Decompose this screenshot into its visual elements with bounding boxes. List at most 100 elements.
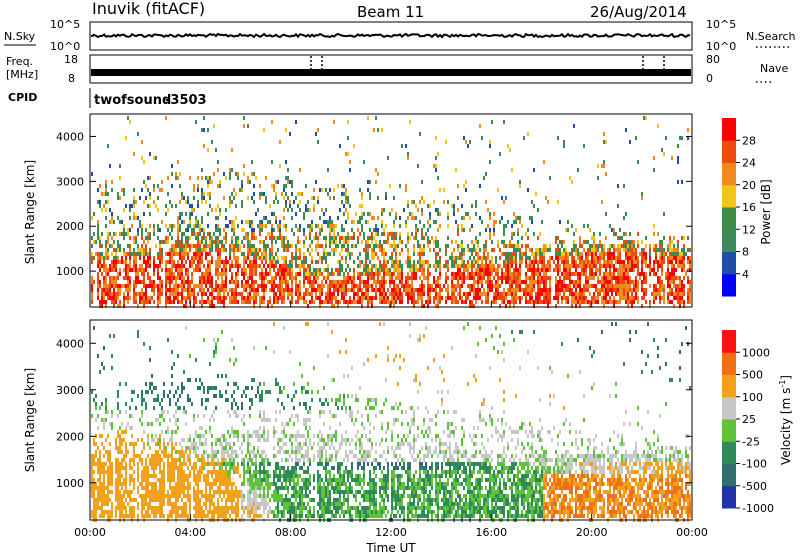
heatmap-cell [219, 296, 221, 300]
heatmap-cell [97, 478, 99, 482]
heatmap-cell [147, 252, 149, 256]
heatmap-cell [93, 454, 95, 458]
heatmap-cell [411, 216, 413, 220]
heatmap-cell [203, 244, 205, 248]
heatmap-cell [509, 280, 511, 284]
heatmap-cell [481, 292, 483, 296]
heatmap-cell [97, 446, 99, 450]
heatmap-cell [181, 390, 183, 394]
heatmap-cell [233, 252, 235, 256]
heatmap-cell [281, 276, 283, 280]
heatmap-cell [179, 482, 181, 486]
heatmap-cell [341, 284, 343, 288]
heatmap-cell [575, 264, 577, 268]
heatmap-cell [373, 296, 375, 300]
heatmap-cell [607, 256, 609, 260]
heatmap-cell [147, 514, 149, 518]
heatmap-cell [633, 268, 635, 272]
heatmap-cell [281, 268, 283, 272]
freq-left-tick-top: 18 [64, 53, 78, 66]
heatmap-cell [615, 256, 617, 260]
heatmap-cell [175, 422, 177, 426]
heatmap-cell [635, 276, 637, 280]
heatmap-cell [507, 244, 509, 248]
heatmap-cell [195, 296, 197, 300]
heatmap-cell [397, 260, 399, 264]
heatmap-cell [337, 292, 339, 296]
heatmap-cell [171, 466, 173, 470]
heatmap-cell [457, 196, 459, 200]
heatmap-cell [605, 292, 607, 296]
heatmap-cell [495, 296, 497, 300]
heatmap-cell [275, 272, 277, 276]
heatmap-cell [171, 236, 173, 240]
heatmap-cell [481, 280, 483, 284]
heatmap-cell [201, 220, 203, 224]
heatmap-cell [165, 264, 167, 268]
heatmap-cell [277, 260, 279, 264]
heatmap-cell [157, 506, 159, 510]
heatmap-cell [123, 252, 125, 256]
heatmap-cell [631, 296, 633, 300]
heatmap-cell [507, 252, 509, 256]
heatmap-cell [131, 506, 133, 510]
heatmap-cell [661, 260, 663, 264]
heatmap-cell [163, 470, 165, 474]
heatmap-cell [561, 272, 563, 276]
heatmap-cell [583, 296, 585, 300]
heatmap-cell [163, 450, 165, 454]
heatmap-cell [255, 268, 257, 272]
heatmap-cell [611, 252, 613, 256]
heatmap-cell [91, 244, 93, 248]
heatmap-cell [497, 280, 499, 284]
heatmap-cell [245, 300, 247, 304]
heatmap-cell [175, 204, 177, 208]
heatmap-cell [121, 482, 123, 486]
heatmap-cell [675, 276, 677, 280]
heatmap-cell [679, 284, 681, 288]
heatmap-cell [117, 196, 119, 200]
heatmap-cell [531, 220, 533, 224]
heatmap-cell [107, 490, 109, 494]
heatmap-cell [259, 284, 261, 288]
heatmap-cell [463, 228, 465, 232]
heatmap-cell [149, 358, 151, 362]
heatmap-cell [437, 244, 439, 248]
heatmap-cell [483, 248, 485, 252]
heatmap-cell [167, 494, 169, 498]
heatmap-cell [407, 200, 409, 204]
heatmap-cell [635, 296, 637, 300]
heatmap-cell [357, 300, 359, 304]
heatmap-cell [395, 288, 397, 292]
heatmap-cell [663, 252, 665, 256]
heatmap-cell [223, 236, 225, 240]
heatmap-cell [457, 300, 459, 304]
heatmap-cell [413, 264, 415, 268]
heatmap-cell [325, 292, 327, 296]
heatmap-cell [617, 276, 619, 280]
heatmap-cell [411, 268, 413, 272]
heatmap-cell [679, 136, 681, 140]
heatmap-cell [631, 304, 633, 308]
heatmap-cell [677, 156, 679, 160]
heatmap-cell [371, 276, 373, 280]
heatmap-cell [211, 140, 213, 144]
heatmap-cell [613, 256, 615, 260]
heatmap-cell [201, 300, 203, 304]
heatmap-cell [689, 264, 691, 268]
heatmap-cell [467, 264, 469, 268]
heatmap-cell [491, 272, 493, 276]
heatmap-cell [157, 498, 159, 502]
heatmap-cell [563, 252, 565, 256]
heatmap-cell [347, 152, 349, 156]
heatmap-cell [673, 264, 675, 268]
heatmap-cell [317, 128, 319, 132]
ytick-label: 1000 [56, 265, 84, 278]
heatmap-cell [427, 240, 429, 244]
heatmap-cell [563, 280, 565, 284]
heatmap-cell [213, 124, 215, 128]
heatmap-cell [101, 482, 103, 486]
heatmap-cell [339, 260, 341, 264]
heatmap-cell [247, 176, 249, 180]
heatmap-cell [375, 240, 377, 244]
